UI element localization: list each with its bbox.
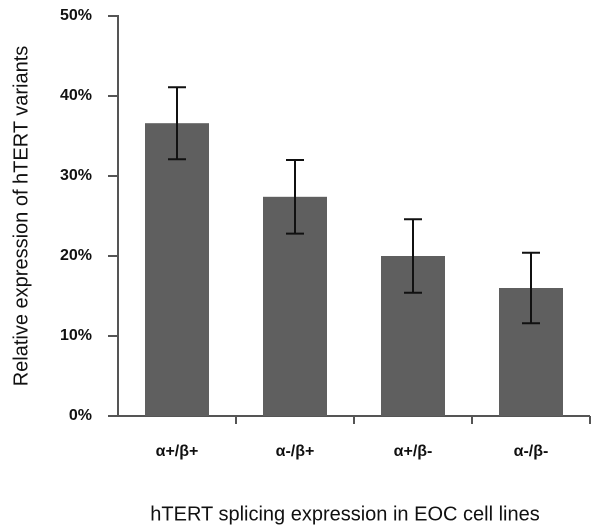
bar bbox=[145, 123, 209, 416]
y-tick-label: 40% bbox=[60, 87, 92, 104]
y-tick-label: 50% bbox=[60, 7, 92, 24]
y-tick-label: 20% bbox=[60, 247, 92, 264]
y-tick-label: 30% bbox=[60, 167, 92, 184]
y-tick-label: 0% bbox=[69, 407, 92, 424]
x-axis-title: hTERT splicing expression in EOC cell li… bbox=[150, 503, 539, 525]
y-axis-title: Relative expression of hTERT variants bbox=[10, 46, 32, 387]
x-tick-label: α-/β+ bbox=[276, 443, 315, 460]
x-tick-label: α+/β- bbox=[394, 443, 433, 460]
x-tick-label: α+/β+ bbox=[156, 443, 199, 460]
x-tick-label: α-/β- bbox=[514, 443, 549, 460]
y-tick-label: 10% bbox=[60, 327, 92, 344]
